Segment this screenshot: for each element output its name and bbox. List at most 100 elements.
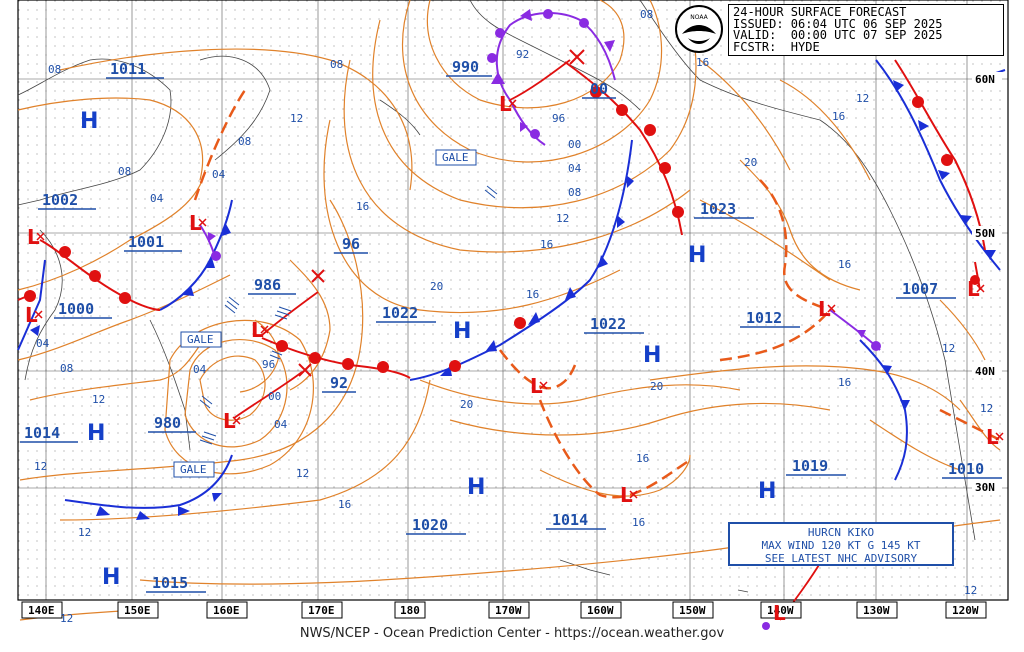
longitude-labels: 140E 150E 160E 170E 180 170W 160W 150W 1… <box>21 601 987 619</box>
low-center: L <box>967 277 980 301</box>
isobar-label: 08 <box>568 186 581 199</box>
gale-label: GALE <box>187 333 214 346</box>
low-center: L <box>189 211 202 235</box>
isobar-label: 16 <box>636 452 649 465</box>
isobar-label: 12 <box>296 467 309 480</box>
isobar-label: 92 <box>516 48 529 61</box>
isobar-label: 12 <box>980 402 993 415</box>
pressure-1014-south: 1014 <box>552 511 588 529</box>
lon-150e: 150E <box>124 604 151 617</box>
map-grid <box>18 0 1008 600</box>
low-center: L <box>818 297 831 321</box>
isobar-label: 04 <box>274 418 288 431</box>
isobar-label: 04 <box>212 168 226 181</box>
low-center: L <box>223 409 236 433</box>
lon-160w: 160W <box>587 604 614 617</box>
lon-130w: 130W <box>863 604 890 617</box>
pressure-1014-west: 1014 <box>24 424 60 442</box>
high-center: H <box>453 319 471 344</box>
high-center: H <box>467 475 485 500</box>
pressure-1019: 1019 <box>792 457 828 475</box>
pressure-1011: 1011 <box>110 60 146 78</box>
isobar-label: 08 <box>48 63 61 76</box>
lat-60n: 60N <box>975 73 995 86</box>
low-center: L <box>986 425 999 449</box>
pressure-990: 990 <box>452 58 479 76</box>
svg-text:NOAA: NOAA <box>690 14 708 21</box>
isobar-label: 96 <box>262 358 275 371</box>
high-center: H <box>102 565 120 590</box>
isobar-label: 12 <box>60 612 73 625</box>
gale-label: GALE <box>180 463 207 476</box>
isobars <box>17 0 1001 621</box>
isobar-label: 00 <box>268 390 281 403</box>
pressure-1010: 1010 <box>948 460 984 478</box>
isobar-label: 20 <box>460 398 473 411</box>
high-center: H <box>758 479 776 504</box>
isobar-label: 20 <box>430 280 443 293</box>
pressure-1002: 1002 <box>42 191 78 209</box>
isobar-label: 20 <box>744 156 757 169</box>
pressure-1022-west: 1022 <box>382 304 418 322</box>
pressure-986: 986 <box>254 276 281 294</box>
pressure-1022-east: 1022 <box>590 315 626 333</box>
low-center: L <box>620 483 633 507</box>
isobar-label: 16 <box>832 110 845 123</box>
isobar-label: 16 <box>632 516 645 529</box>
isobar-label: 16 <box>696 56 709 69</box>
high-centers: H H H H H H H H <box>80 109 776 590</box>
low-center: L <box>499 92 512 116</box>
occluded-front-symbols <box>208 9 881 630</box>
hurricane-advisory: HURCN KIKO MAX WIND 120 KT G 145 KT SEE … <box>728 522 954 566</box>
lon-140w: 140W <box>767 604 794 617</box>
isobar-label: 08 <box>118 165 131 178</box>
isobar-label: 16 <box>338 498 351 511</box>
hurricane-wind: MAX WIND 120 KT G 145 KT <box>761 539 921 552</box>
isobar-label: 08 <box>330 58 343 71</box>
lon-160e: 160E <box>213 604 240 617</box>
lon-150w: 150W <box>679 604 706 617</box>
isobar-label: 12 <box>856 92 869 105</box>
low-center: L <box>251 318 264 342</box>
hurricane-name: HURCN KIKO <box>807 526 875 539</box>
header-forecaster: FCSTR: HYDE <box>733 39 820 54</box>
low-center: L <box>27 225 40 249</box>
isobar-label: 04 <box>150 192 164 205</box>
lon-140e: 140E <box>28 604 55 617</box>
forecast-header: 24-HOUR SURFACE FORECAST ISSUED: 06:04 U… <box>728 4 1004 56</box>
isobar-label: 12 <box>34 460 47 473</box>
low-center: L <box>25 303 38 327</box>
isobar-label: 16 <box>838 376 851 389</box>
track-x-marks <box>298 49 585 377</box>
isobar-label: 12 <box>556 212 569 225</box>
isobar-label: 12 <box>942 342 955 355</box>
low-centers: L L L L L L L L L L L L <box>25 92 1004 625</box>
lat-30n: 30N <box>975 481 995 494</box>
pressure-1020: 1020 <box>412 516 448 534</box>
lat-50n: 50N <box>975 227 995 240</box>
lon-170w: 170W <box>495 604 522 617</box>
isobar-label: 00 <box>568 138 581 151</box>
isobar-label: 04 <box>568 162 582 175</box>
pressure-1007: 1007 <box>902 280 938 298</box>
isobar-label: 16 <box>526 288 539 301</box>
lat-40n: 40N <box>975 365 995 378</box>
isobar-label: 08 <box>238 135 251 148</box>
hurricane-advisory-note: SEE LATEST NHC ADVISORY <box>764 552 918 565</box>
gale-label: GALE <box>442 151 469 164</box>
header-title: 24-HOUR SURFACE FORECAST <box>733 5 907 19</box>
low-center: L <box>530 374 543 398</box>
gale-warnings: GALE GALE GALE <box>173 149 477 478</box>
header-valid: VALID: 00:00 UTC 07 SEP 2025 <box>733 28 943 42</box>
cold-front-barbs <box>30 80 996 520</box>
low-center: L <box>773 601 786 625</box>
pressure-1015: 1015 <box>152 574 188 592</box>
isobar-label: 08 <box>60 362 73 375</box>
isobar-label: 16 <box>356 200 369 213</box>
isobar-label: 96 <box>552 112 565 125</box>
high-center: H <box>87 421 105 446</box>
isobar-label: 04 <box>36 337 50 350</box>
pressure-980: 980 <box>154 414 181 432</box>
isobar-label: 12 <box>290 112 303 125</box>
